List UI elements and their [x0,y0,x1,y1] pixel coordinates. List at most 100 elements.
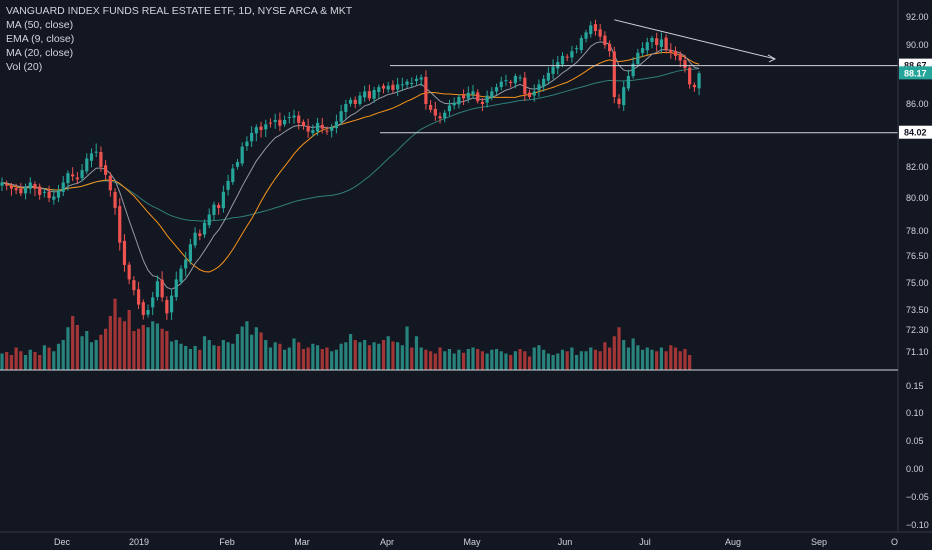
candle-body [471,91,475,95]
candle-body [372,90,376,99]
oscillator-tick-label: 0.00 [906,464,924,474]
legend-ema9: EMA (9, close) [6,33,75,45]
volume-bar [363,340,367,370]
candle-body [612,51,616,97]
candle-body [19,188,23,194]
candle-body [381,85,386,89]
volume-bar [527,356,532,370]
volume-bar [283,349,287,370]
legend-vol: Vol (20) [6,61,43,73]
volume-bar [42,345,46,370]
volume-bar [47,347,51,370]
volume-bar [151,321,155,370]
volume-bar [19,351,23,370]
volume-bar [424,349,428,370]
candle-body [344,104,348,112]
candle-body [297,115,301,123]
volume-bar [188,349,192,370]
time-tick-label: O [891,537,898,547]
candle-body [476,92,480,102]
time-tick-label: 2019 [129,537,149,547]
oscillator-tick-label: −0.10 [906,520,929,530]
candle-body [287,117,291,119]
candle-body [669,50,673,53]
candle-body [221,191,225,209]
candle-body [509,81,513,83]
candle-body [325,130,329,132]
candle-body [683,60,687,69]
volume-bar [104,328,108,370]
volume-bar [278,343,282,370]
volume-bar [494,349,499,370]
volume-bar [264,340,268,370]
support-price-label: 84.02 [904,128,927,138]
candle-body [697,73,701,89]
volume-bar [584,351,588,370]
volume-bar [146,327,150,370]
candle-body [400,84,404,86]
candle-body [692,84,696,88]
time-tick-label: Feb [219,537,235,547]
volume-bar [165,331,169,370]
candle-body [122,240,127,265]
volume-bar [645,347,649,370]
candle-body [419,77,423,80]
candle-body [386,85,390,90]
volume-bar [447,349,452,370]
candle-body [52,196,56,200]
candle-body [278,119,282,126]
volume-bar [136,328,141,370]
candle-body [640,48,645,53]
candle-body [537,84,541,91]
candle-body [141,302,145,315]
candle-body [14,188,18,191]
volume-bar [593,349,598,370]
candle-body [66,173,70,184]
candle-body [405,81,409,85]
time-tick-label: Apr [380,537,394,547]
volume-bar [273,342,277,370]
candle-body [311,130,315,134]
candle-body [617,98,621,104]
candle-body [264,124,268,130]
volume-bar [33,352,37,370]
volume-bar [23,355,28,370]
oscillator-tick-label: 0.05 [906,436,924,446]
candle-body [466,92,470,99]
candle-body [424,76,428,104]
legend-ma50: MA (50, close) [6,19,74,31]
volume-bar [659,347,663,370]
volume-bar [320,349,324,370]
time-tick-label: May [463,537,481,547]
volume-bar [565,351,569,370]
price-tick-label: 80.00 [906,193,929,203]
ma20-line-group [1,51,700,273]
candle-body [429,104,433,110]
volume-bar [589,347,593,370]
candle-body [38,186,42,195]
volume-bar [132,331,136,370]
price-tick-label: 82.00 [906,162,929,172]
volume-bar [348,334,353,370]
volume-bar [485,353,489,370]
volume-bar [504,353,508,370]
candle-body [212,204,216,215]
candle-body [0,182,4,186]
candle-body [527,92,532,97]
candle-body [254,127,258,134]
volume-bar [396,342,400,370]
volume-bar [650,349,654,370]
volume-bar [99,334,103,370]
candle-body [494,87,499,92]
volume-bar [28,349,32,370]
candle-body [155,281,160,297]
candle-body [433,108,437,116]
candle-body [447,105,452,112]
candle-body [94,151,98,153]
volume-bar [433,353,437,370]
volume-bar [160,328,164,370]
legend-title: VANGUARD INDEX FUNDS REAL ESTATE ETF, 1D… [6,5,353,17]
volume-bar [339,343,343,370]
candle-body [71,174,75,177]
